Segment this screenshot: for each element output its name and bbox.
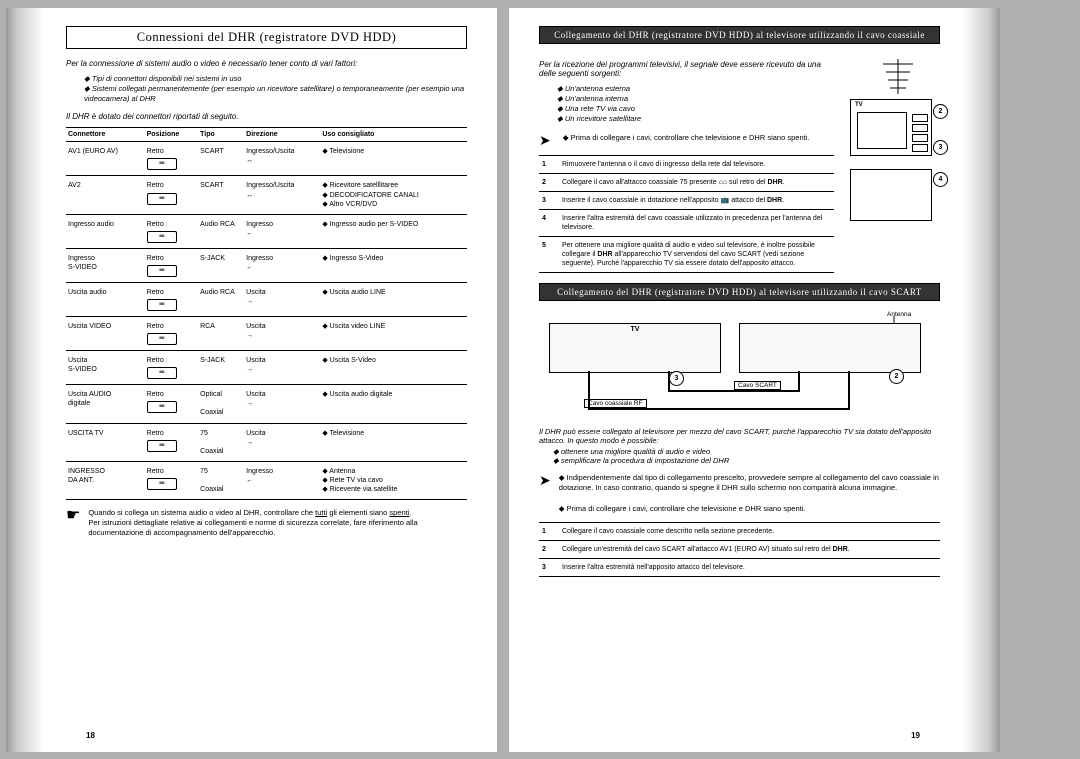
step-marker-4: 4 [933, 172, 948, 187]
step-marker-3: 3 [933, 140, 948, 155]
coax-bullet: Una rete TV via cavo [557, 104, 834, 114]
table-row: AV2RetroSCARTIngresso/Uscita ↔Ricevitore… [66, 176, 467, 214]
page-title-coax: Collegamento del DHR (registratore DVD H… [539, 26, 940, 44]
coax-bullet: Un'antenna esterna [557, 84, 834, 94]
coax-bullet: Un'antenna interna [557, 94, 834, 104]
antenna-tv-diagram: 2 3 4 [840, 54, 940, 273]
table-row: 3Inserire l'altra estremità nell'apposit… [539, 558, 940, 576]
hand-pointer-icon: ☛ [66, 508, 80, 538]
intro-bullet: Tipi di connettori disponibili nei siste… [84, 74, 467, 84]
table-row: USCITA TVRetro75 CoaxialUscita →Televisi… [66, 423, 467, 461]
col-posizione: Posizione [145, 128, 199, 142]
footnote-text: Quando si collega un sistema audio o vid… [88, 508, 467, 538]
table-row: 5Per ottenere una migliore qualità di au… [539, 236, 834, 272]
table-row: 4Inserire l'altra estremità del cavo coa… [539, 209, 834, 236]
scart-warning-block: ➤ ◆ Indipendentemente dal tipo di colleg… [539, 473, 940, 514]
col-tipo: Tipo [198, 128, 244, 142]
table-row: Ingresso audioRetroAudio RCAIngresso ←In… [66, 214, 467, 248]
scart-steps-table: 1Collegare il cavo coassiale come descri… [539, 522, 940, 577]
sub-intro: Il DHR è dotato dei connettori riportati… [66, 112, 467, 121]
table-row: AV1 (EURO AV)RetroSCARTIngresso/Uscita ↔… [66, 142, 467, 176]
page-title-scart: Collegamento del DHR (registratore DVD H… [539, 283, 940, 301]
table-row: Uscita audioRetroAudio RCAUscita →Uscita… [66, 282, 467, 316]
intro-bullet: Sistemi collegati permanentemente (per e… [84, 84, 467, 104]
col-uso: Uso consigliato [320, 128, 467, 142]
table-row: INGRESSO DA ANT.Retro75 CoaxialIngresso … [66, 461, 467, 499]
table-row: Uscita S-VIDEORetroS-JACKUscita →Uscita … [66, 351, 467, 385]
table-row: Ingresso S-VIDEORetroS-JACKIngresso ←Ing… [66, 248, 467, 282]
scart-warn-b: Prima di collegare i cavi, controllare c… [567, 504, 806, 513]
table-row: 1Collegare il cavo coassiale come descri… [539, 522, 940, 540]
coax-bullet: Un ricevitore satellitare [557, 114, 834, 124]
table-row: 3Inserire il cavo coassiale in dotazione… [539, 191, 834, 209]
scart-warn-a: Indipendentemente dal tipo di collegamen… [559, 473, 939, 492]
table-row: Uscita AUDIO digitaleRetroOptical Coaxia… [66, 385, 467, 423]
binder-gradient-left [6, 8, 44, 752]
binder-gradient-right [962, 8, 1000, 752]
connectors-table: Connettore Posizione Tipo Direzione Uso … [66, 127, 467, 500]
coax-warn-text: Prima di collegare i cavi, controllare c… [571, 133, 810, 142]
table-row: 2Collegare un'estremità del cavo SCART a… [539, 540, 940, 558]
antenna-icon [878, 54, 918, 94]
scart-note-block: Il DHR può essere collegato al televisor… [539, 427, 940, 465]
tv-box [850, 99, 932, 156]
scart-bullet: semplificare la procedura di impostazion… [553, 456, 940, 465]
arrow-icon: ➤ [539, 133, 551, 147]
table-row: 2Collegare il cavo all'attacco coassiale… [539, 173, 834, 191]
intro-text: Per la connessione di sistemi audio o vi… [66, 59, 467, 68]
diagram-wires [539, 311, 940, 421]
intro-bullets: Tipi di connettori disponibili nei siste… [66, 74, 467, 104]
coax-bullets: Un'antenna esterna Un'antenna interna Un… [539, 84, 834, 125]
col-connettore: Connettore [66, 128, 145, 142]
scart-connection-diagram: Antenna Cavo SCART Cavo coassiale RF 2 3 [539, 311, 940, 421]
scart-bullet: ottenere una migliore qualità di audio e… [553, 447, 940, 456]
page-number: 19 [911, 731, 920, 740]
coax-steps-table: 1Rimuovere l'antenna o il cavo di ingres… [539, 155, 834, 274]
coax-warning: ➤ ◆ Prima di collegare i cavi, controlla… [539, 133, 834, 147]
page-title-left: Connessioni del DHR (registratore DVD HD… [66, 26, 467, 49]
arrow-icon: ➤ [539, 473, 551, 514]
page-number: 18 [86, 731, 95, 740]
page-19: Collegamento del DHR (registratore DVD H… [509, 8, 1000, 752]
col-direzione: Direzione [244, 128, 320, 142]
scart-note-text: Il DHR può essere collegato al televisor… [539, 427, 931, 445]
page-18: Connessioni del DHR (registratore DVD HD… [6, 8, 497, 752]
table-row: Uscita VIDEORetroRCAUscita →Uscita video… [66, 317, 467, 351]
table-row: 1Rimuovere l'antenna o il cavo di ingres… [539, 155, 834, 173]
coax-intro: Per la ricezione dei programmi televisiv… [539, 60, 834, 78]
footnote-row: ☛ Quando si collega un sistema audio o v… [66, 508, 467, 538]
step-marker-2: 2 [933, 104, 948, 119]
dhr-rear-box [850, 169, 932, 221]
